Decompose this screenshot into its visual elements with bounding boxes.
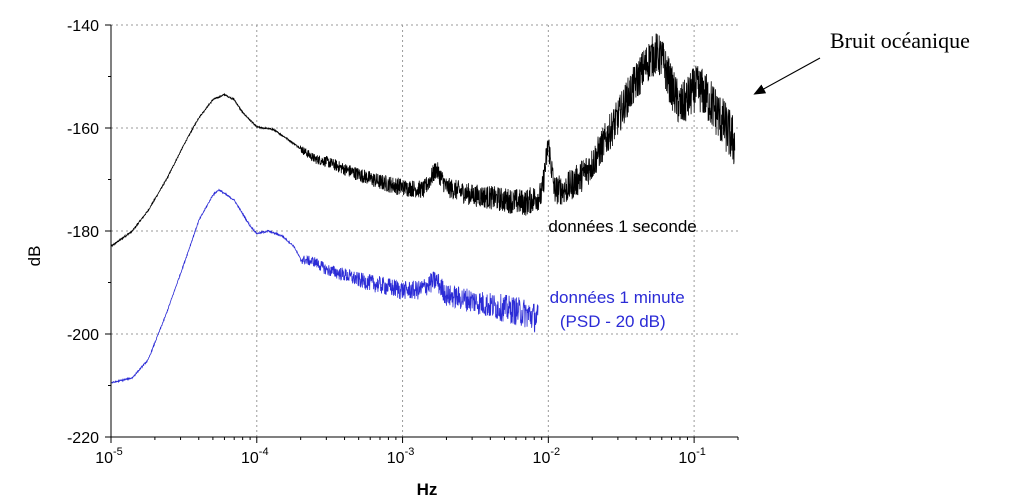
y-tick-label: -160 bbox=[67, 121, 99, 138]
series-label-1-seconde: données 1 seconde bbox=[548, 217, 696, 236]
x-tick-label: 10-2 bbox=[533, 446, 561, 467]
x-tick-label: 10-1 bbox=[678, 446, 706, 467]
y-tick-label: -200 bbox=[67, 327, 99, 344]
series-line-donnees-1-seconde bbox=[110, 33, 736, 248]
y-tick-label: -140 bbox=[67, 18, 99, 35]
bruit-oceanique-annotation: Bruit océanique bbox=[830, 28, 970, 53]
series-label-1-minute: données 1 minute bbox=[550, 288, 685, 307]
x-tick-label: 10-3 bbox=[387, 446, 415, 467]
x-tick-label: 10-4 bbox=[241, 446, 269, 467]
grid-layer bbox=[111, 24, 738, 437]
series-layer bbox=[110, 33, 736, 384]
series-line-donnees-1-minute bbox=[110, 188, 539, 384]
y-tick-label: -220 bbox=[67, 430, 99, 447]
x-axis-title: Hz bbox=[417, 480, 438, 499]
x-tick-label: 10-5 bbox=[95, 446, 123, 467]
series-label-psd-note: (PSD - 20 dB) bbox=[560, 312, 666, 331]
annotation-arrow bbox=[753, 57, 821, 95]
y-tick-label: -180 bbox=[67, 224, 99, 241]
y-axis-title: dB bbox=[25, 246, 44, 267]
